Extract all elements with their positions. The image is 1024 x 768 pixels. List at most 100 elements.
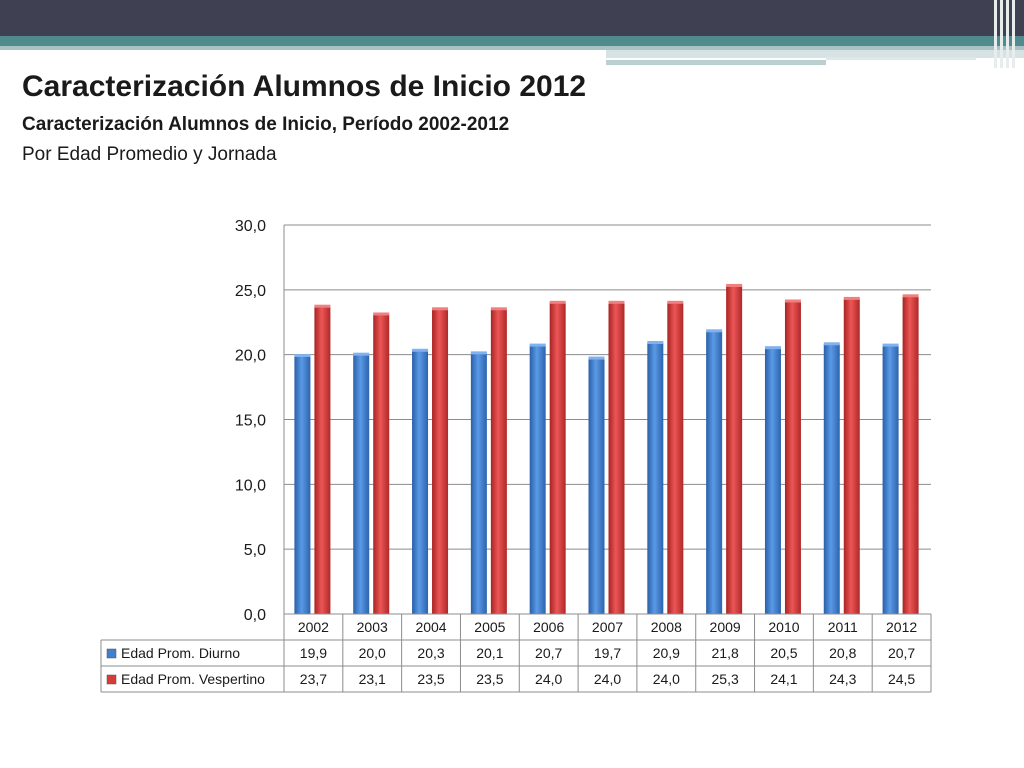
- x-tick-label: 2003: [357, 619, 388, 635]
- legend-swatch: [106, 648, 117, 659]
- x-tick-label: 2004: [415, 619, 446, 635]
- decorative-line: [826, 57, 976, 60]
- x-tick-label: 2008: [651, 619, 682, 635]
- bar-cap: [647, 340, 664, 344]
- bar-cap: [784, 299, 801, 303]
- bar-vespertino: [667, 302, 684, 614]
- y-tick-label: 20,0: [235, 348, 266, 365]
- bar-cap: [549, 300, 566, 304]
- decorative-line: [606, 50, 1024, 58]
- bar-cap: [843, 296, 860, 300]
- bar-vespertino: [902, 296, 919, 614]
- bar-cap: [490, 307, 507, 311]
- bar-cap: [882, 343, 899, 347]
- bar-cap: [529, 343, 546, 347]
- bar-vespertino: [843, 298, 860, 614]
- x-tick-label: 2002: [298, 619, 329, 635]
- data-label: 24,0: [594, 671, 621, 687]
- data-label: 23,7: [300, 671, 327, 687]
- slide-title: Caracterización Alumnos de Inicio 2012: [22, 70, 587, 103]
- header-bar: [0, 0, 1024, 36]
- bar-diurno: [588, 358, 605, 614]
- decorative-stripe: [1000, 0, 1003, 68]
- bar-cap: [902, 294, 919, 298]
- data-label: 20,0: [359, 645, 386, 661]
- accent-bar-light: [0, 46, 1024, 50]
- bar-cap: [823, 342, 840, 346]
- x-tick-label: 2012: [886, 619, 917, 635]
- bar-vespertino: [549, 302, 566, 614]
- legend-swatch: [106, 674, 117, 685]
- bar-cap: [432, 307, 449, 311]
- bar-vespertino: [726, 285, 743, 614]
- x-tick-label: 2009: [710, 619, 741, 635]
- data-label: 21,8: [712, 645, 739, 661]
- data-label: 24,1: [770, 671, 797, 687]
- bar-diurno: [882, 345, 899, 614]
- data-label: 25,3: [712, 671, 739, 687]
- data-label: 20,3: [417, 645, 444, 661]
- bar-diurno: [823, 344, 840, 614]
- bar-diurno: [294, 355, 311, 614]
- legend-label: Edad Prom. Vespertino: [121, 671, 265, 687]
- data-label: 23,5: [476, 671, 503, 687]
- bar-vespertino: [608, 302, 625, 614]
- data-label: 24,3: [829, 671, 856, 687]
- data-label: 19,9: [300, 645, 327, 661]
- bar-vespertino: [432, 309, 449, 614]
- x-tick-label: 2005: [474, 619, 505, 635]
- decorative-line: [606, 60, 826, 65]
- decorative-stripe: [1006, 0, 1009, 68]
- legend-label: Edad Prom. Diurno: [121, 645, 240, 661]
- bar-cap: [373, 312, 390, 316]
- bar-diurno: [529, 345, 546, 614]
- bar-cap: [412, 348, 429, 352]
- bar-cap: [470, 351, 487, 355]
- data-label: 23,1: [359, 671, 386, 687]
- bar-vespertino: [784, 301, 801, 614]
- bar-cap: [314, 304, 331, 308]
- data-label: 20,9: [653, 645, 680, 661]
- bar-diurno: [706, 331, 723, 614]
- bar-diurno: [412, 350, 429, 614]
- data-label: 24,0: [653, 671, 680, 687]
- bar-cap: [608, 300, 625, 304]
- data-label: 20,8: [829, 645, 856, 661]
- y-tick-label: 0,0: [244, 607, 266, 624]
- bar-cap: [588, 356, 605, 360]
- bar-cap: [726, 283, 743, 287]
- data-label: 20,5: [770, 645, 797, 661]
- x-tick-label: 2010: [768, 619, 799, 635]
- y-tick-label: 10,0: [235, 477, 266, 494]
- slide-subtitle: Caracterización Alumnos de Inicio, Perío…: [22, 114, 510, 135]
- x-tick-label: 2006: [533, 619, 564, 635]
- y-tick-label: 25,0: [235, 283, 266, 300]
- data-label: 24,5: [888, 671, 915, 687]
- x-tick-label: 2007: [592, 619, 623, 635]
- bar-diurno: [764, 348, 781, 614]
- bar-diurno: [353, 354, 370, 614]
- bar-cap: [764, 346, 781, 350]
- data-label: 23,5: [417, 671, 444, 687]
- bar-cap: [706, 329, 723, 333]
- data-label: 19,7: [594, 645, 621, 661]
- bar-vespertino: [314, 306, 331, 614]
- data-label: 20,7: [535, 645, 562, 661]
- bar-diurno: [470, 353, 487, 614]
- slide-subtitle-secondary: Por Edad Promedio y Jornada: [22, 144, 277, 165]
- bar-cap: [294, 353, 311, 357]
- decorative-stripe: [1012, 0, 1015, 68]
- x-tick-label: 2011: [828, 619, 858, 635]
- y-tick-label: 15,0: [235, 413, 266, 430]
- decorative-stripe: [994, 0, 997, 68]
- bar-diurno: [647, 342, 664, 614]
- data-label: 24,0: [535, 671, 562, 687]
- data-label: 20,1: [476, 645, 503, 661]
- bar-vespertino: [490, 309, 507, 614]
- bar-cap: [353, 352, 370, 356]
- data-label: 20,7: [888, 645, 915, 661]
- bar-vespertino: [373, 314, 390, 614]
- bar-cap: [667, 300, 684, 304]
- y-tick-label: 30,0: [235, 218, 266, 235]
